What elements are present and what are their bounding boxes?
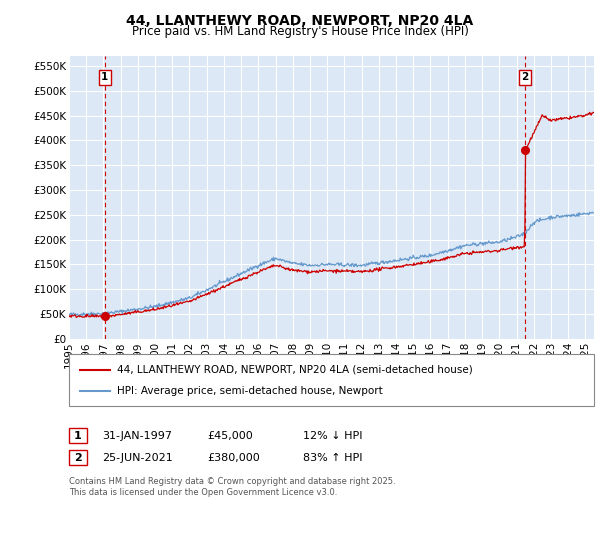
Text: 1: 1	[74, 431, 82, 441]
Text: £380,000: £380,000	[207, 452, 260, 463]
Text: 25-JUN-2021: 25-JUN-2021	[102, 452, 173, 463]
Text: 2: 2	[74, 452, 82, 463]
Text: 44, LLANTHEWY ROAD, NEWPORT, NP20 4LA: 44, LLANTHEWY ROAD, NEWPORT, NP20 4LA	[127, 14, 473, 28]
Text: 2: 2	[521, 72, 529, 82]
Text: 44, LLANTHEWY ROAD, NEWPORT, NP20 4LA (semi-detached house): 44, LLANTHEWY ROAD, NEWPORT, NP20 4LA (s…	[117, 365, 473, 375]
Text: Price paid vs. HM Land Registry's House Price Index (HPI): Price paid vs. HM Land Registry's House …	[131, 25, 469, 38]
Text: 83% ↑ HPI: 83% ↑ HPI	[303, 452, 362, 463]
Text: 1: 1	[101, 72, 109, 82]
Text: HPI: Average price, semi-detached house, Newport: HPI: Average price, semi-detached house,…	[117, 385, 383, 395]
Text: Contains HM Land Registry data © Crown copyright and database right 2025.
This d: Contains HM Land Registry data © Crown c…	[69, 477, 395, 497]
Text: £45,000: £45,000	[207, 431, 253, 441]
Text: 31-JAN-1997: 31-JAN-1997	[102, 431, 172, 441]
Text: 12% ↓ HPI: 12% ↓ HPI	[303, 431, 362, 441]
